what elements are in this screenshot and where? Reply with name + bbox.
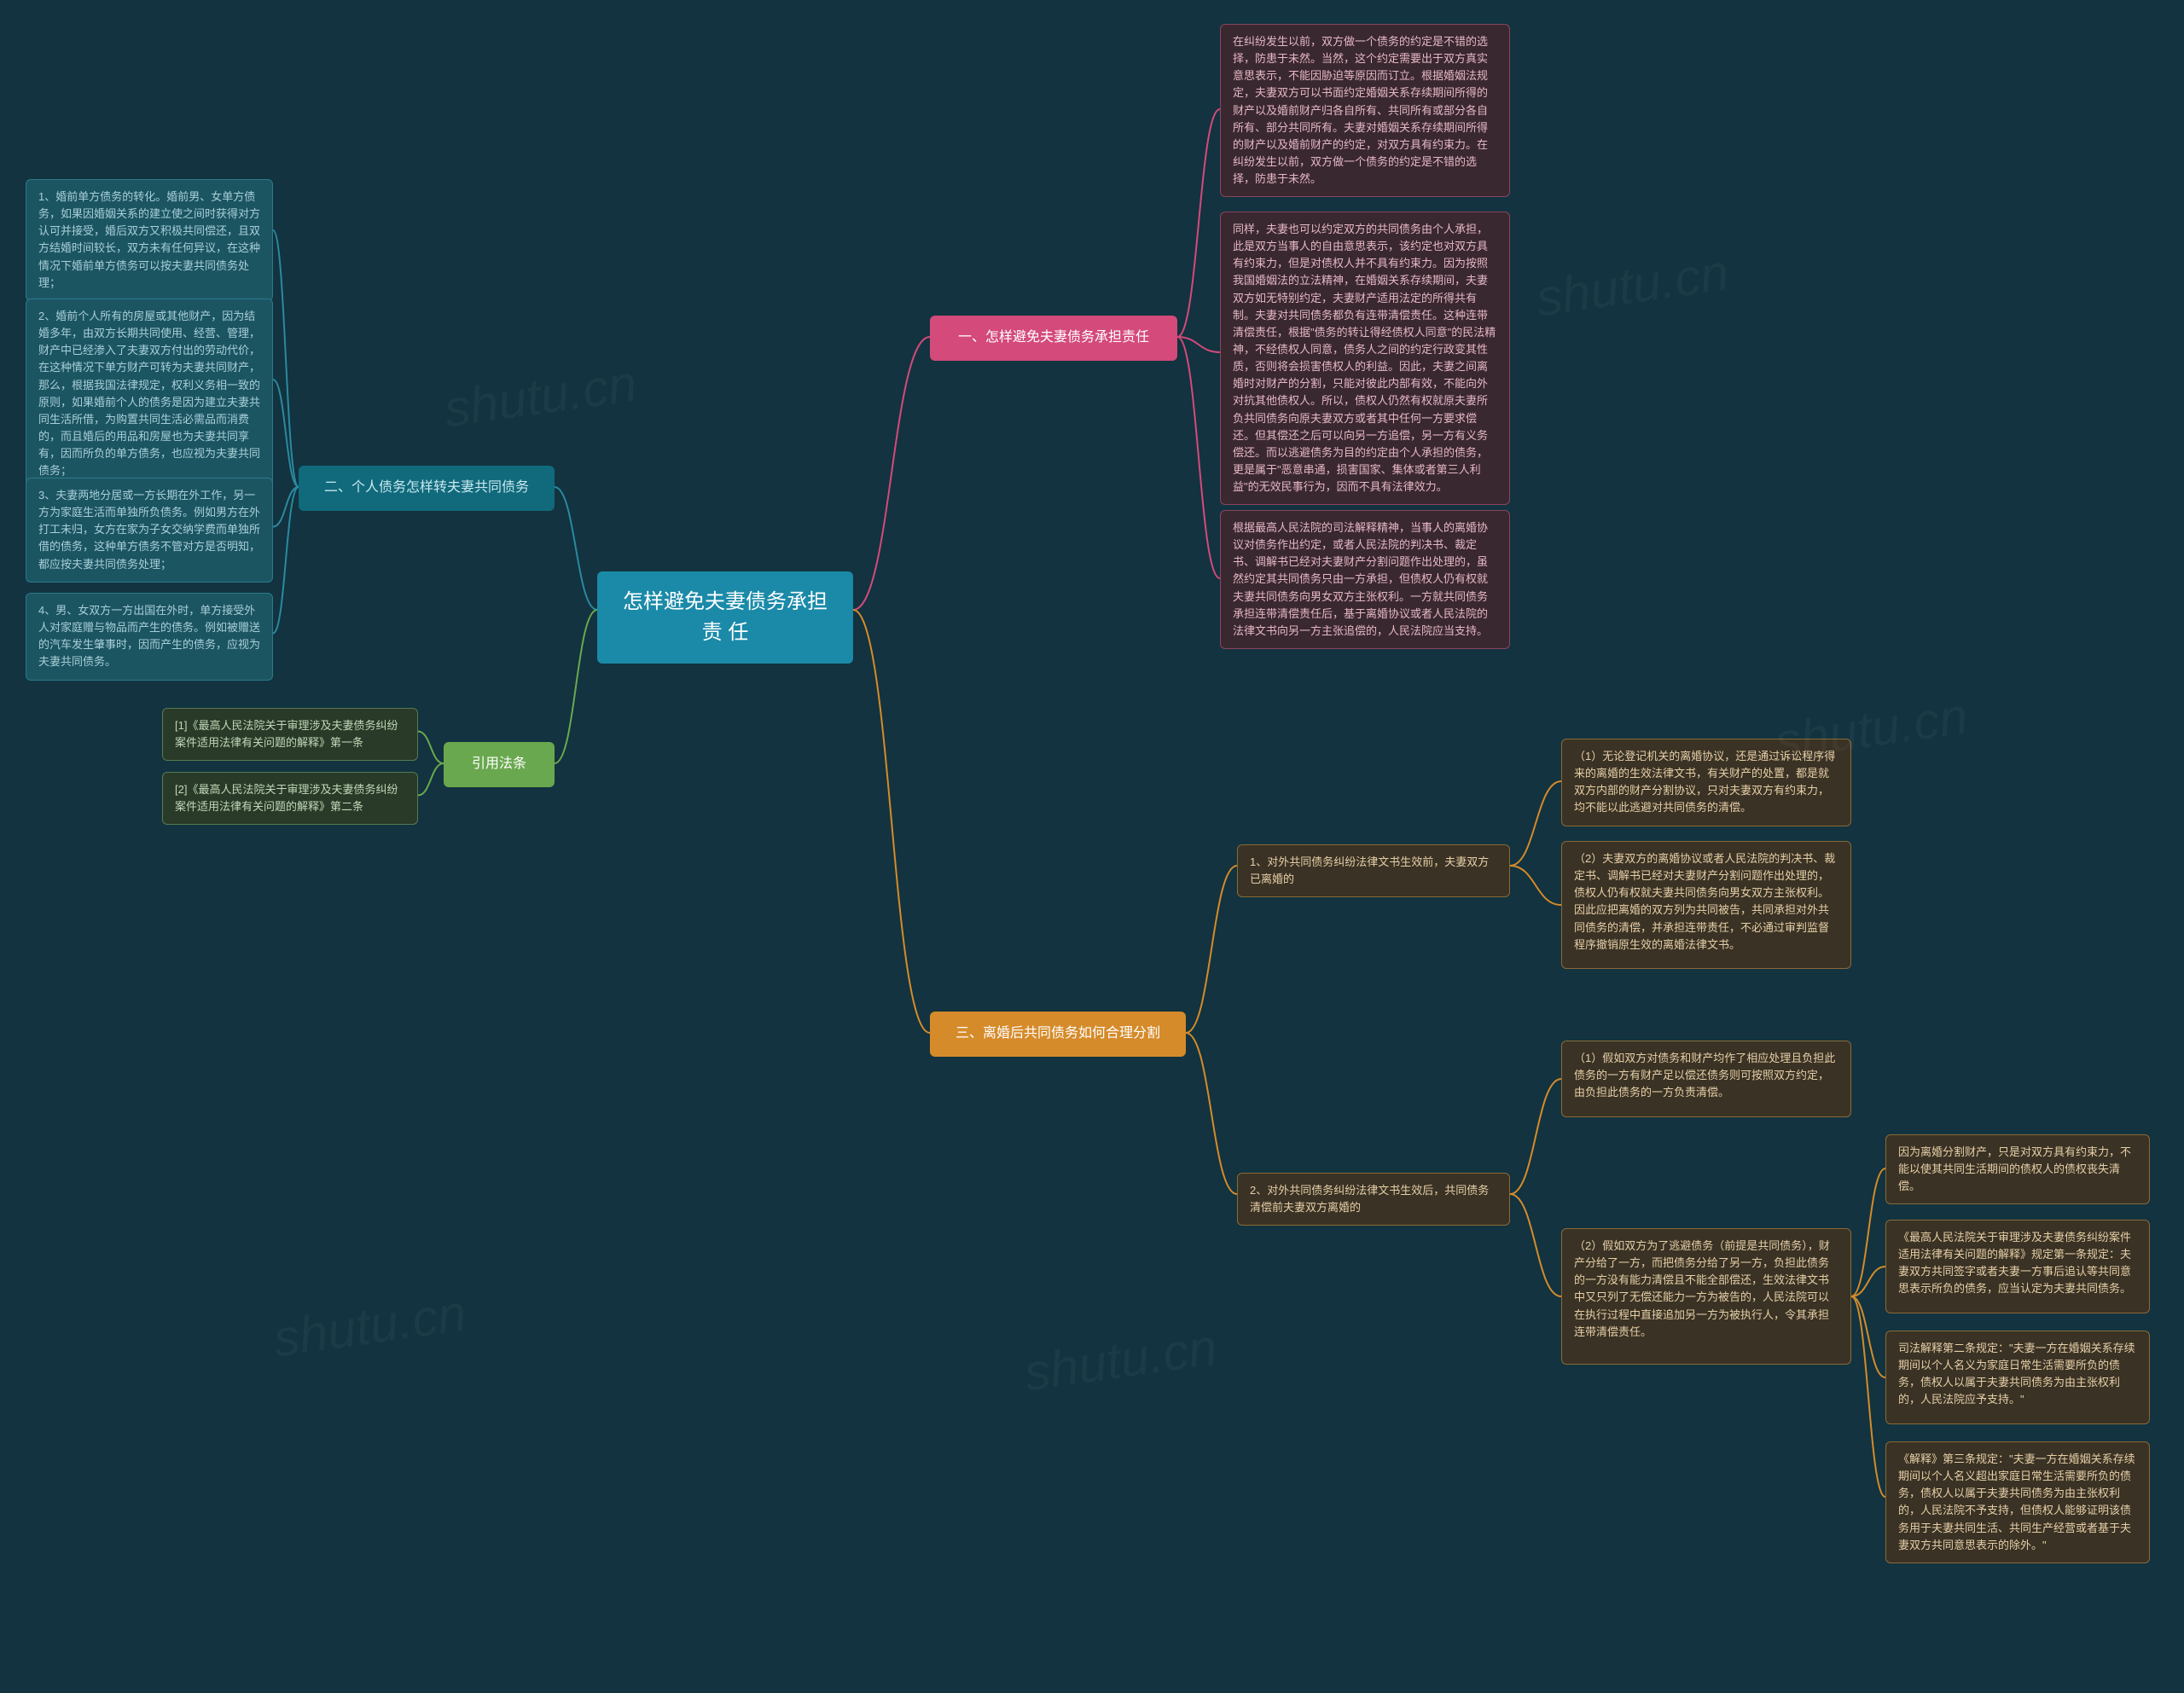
mindmap-node[interactable]: 2、婚前个人所有的房屋或其他财产，因为结婚多年，由双方长期共同使用、经营、管理，… [26,299,273,489]
mindmap-node[interactable]: 二、个人债务怎样转夫妻共同债务 [299,466,555,511]
mindmap-node[interactable]: （1）假如双方对债务和财产均作了相应处理且负担此债务的一方有财产足以偿还债务则可… [1561,1041,1851,1117]
mindmap-node[interactable]: 怎样避免夫妻债务承担责 任 [597,571,853,664]
mindmap-node[interactable]: （1）无论登记机关的离婚协议，还是通过诉讼程序得来的离婚的生效法律文书，有关财产… [1561,739,1851,826]
mindmap-node[interactable]: 根据最高人民法院的司法解释精神，当事人的离婚协议对债务作出约定，或者人民法院的判… [1220,510,1510,649]
mindmap-node[interactable]: 4、男、女双方一方出国在外时，单方接受外人对家庭赠与物品而产生的债务。例如被赠送… [26,593,273,681]
mindmap-node[interactable]: 三、离婚后共同债务如何合理分割 [930,1012,1186,1057]
mindmap-node[interactable]: 在纠纷发生以前，双方做一个债务的约定是不错的选择，防患于未然。当然，这个约定需要… [1220,24,1510,197]
watermark: shutu.cn [1532,243,1732,328]
mindmap-node[interactable]: [1]《最高人民法院关于审理涉及夫妻债务纠纷案件适用法律有关问题的解释》第一条 [162,708,418,761]
connectors [0,0,2184,1693]
mindmap-node[interactable]: 一、怎样避免夫妻债务承担责任 [930,316,1177,361]
mindmap-node[interactable]: [2]《最高人民法院关于审理涉及夫妻债务纠纷案件适用法律有关问题的解释》第二条 [162,772,418,825]
mindmap-node[interactable]: 同样，夫妻也可以约定双方的共同债务由个人承担，此是双方当事人的自由意思表示，该约… [1220,212,1510,505]
mindmap-node[interactable]: （2）假如双方为了逃避债务（前提是共同债务），财产分给了一方，而把债务分给了另一… [1561,1228,1851,1365]
mindmap-node[interactable]: 1、婚前单方债务的转化。婚前男、女单方债务，如果因婚姻关系的建立使之间时获得对方… [26,179,273,301]
mindmap-node[interactable]: 1、对外共同债务纠纷法律文书生效前，夫妻双方已离婚的 [1237,844,1510,897]
mindmap-node[interactable]: 《解释》第三条规定："夫妻一方在婚姻关系存续期间以个人名义超出家庭日常生活需要所… [1885,1441,2150,1563]
mindmap-node[interactable]: 司法解释第二条规定："夫妻一方在婚姻关系存续期间以个人名义为家庭日常生活需要所负… [1885,1331,2150,1424]
mindmap-node[interactable]: 《最高人民法院关于审理涉及夫妻债务纠纷案件适用法律有关问题的解释》规定第一条规定… [1885,1220,2150,1313]
mindmap-node[interactable]: 因为离婚分割财产，只是对双方具有约束力，不能以使其共同生活期间的债权人的债权丧失… [1885,1134,2150,1204]
mindmap-node[interactable]: （2）夫妻双方的离婚协议或者人民法院的判决书、裁定书、调解书已经对夫妻财产分割问… [1561,841,1851,969]
watermark: shutu.cn [440,354,640,439]
mindmap-node[interactable]: 2、对外共同债务纠纷法律文书生效后，共同债务清偿前夫妻双方离婚的 [1237,1173,1510,1226]
mindmap-node[interactable]: 引用法条 [444,742,555,787]
watermark: shutu.cn [270,1284,469,1369]
watermark: shutu.cn [1020,1318,1220,1403]
mindmap-node[interactable]: 3、夫妻两地分居或一方长期在外工作，另一方为家庭生活而单独所负债务。例如男方在外… [26,478,273,583]
